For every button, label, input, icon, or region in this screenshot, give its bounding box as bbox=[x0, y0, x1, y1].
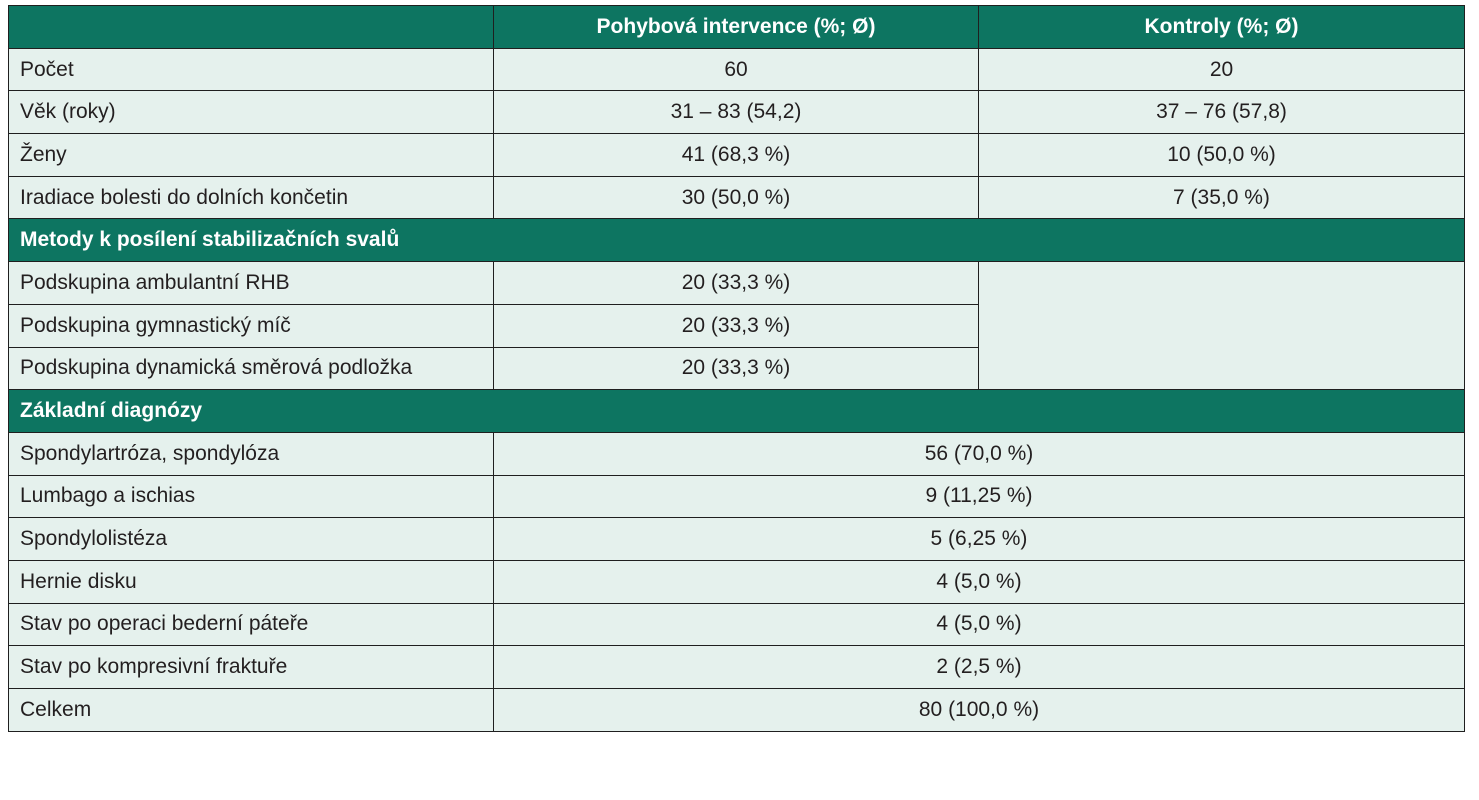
row-label: Hernie disku bbox=[8, 559, 494, 604]
table-row: Podskupina gymnastický míč 20 (33,3 %) bbox=[8, 303, 1465, 348]
control-empty-cell bbox=[978, 261, 1465, 391]
total-value: 80 (100,0 %) bbox=[493, 688, 1465, 732]
control-value: 10 (50,0 %) bbox=[978, 133, 1465, 177]
row-label: Počet bbox=[8, 47, 494, 92]
table-container: Pohybová intervence (%; Ø) Kontroly (%; … bbox=[8, 5, 1465, 732]
diagnosis-value: 4 (5,0 %) bbox=[493, 602, 1465, 647]
row-label: Věk (roky) bbox=[8, 90, 494, 135]
row-label: Lumbago a ischias bbox=[8, 474, 494, 519]
table-row-total: Celkem 80 (100,0 %) bbox=[8, 688, 1465, 732]
section-header-row: Metody k posílení stabilizačních svalů bbox=[8, 218, 1465, 263]
diagnosis-value: 4 (5,0 %) bbox=[493, 559, 1465, 604]
table-row: Ženy 41 (68,3 %) 10 (50,0 %) bbox=[8, 133, 1465, 177]
section-diagnoses-title: Základní diagnózy bbox=[8, 389, 1465, 433]
data-table: Pohybová intervence (%; Ø) Kontroly (%; … bbox=[8, 5, 1465, 732]
table-row: Věk (roky) 31 – 83 (54,2) 37 – 76 (57,8) bbox=[8, 90, 1465, 135]
table-row: Stav po kompresivní fraktuře 2 (2,5 %) bbox=[8, 645, 1465, 689]
row-label: Podskupina gymnastický míč bbox=[8, 303, 494, 348]
table-row: Iradiace bolesti do dolních končetin 30 … bbox=[8, 175, 1465, 220]
diagnosis-value: 5 (6,25 %) bbox=[493, 517, 1465, 561]
header-intervention: Pohybová intervence (%; Ø) bbox=[493, 5, 979, 49]
intervention-value: 31 – 83 (54,2) bbox=[493, 90, 979, 135]
row-label: Spondylartróza, spondylóza bbox=[8, 431, 494, 476]
row-label: Podskupina ambulantní RHB bbox=[8, 261, 494, 305]
row-label: Spondylolistéza bbox=[8, 517, 494, 561]
intervention-value: 41 (68,3 %) bbox=[493, 133, 979, 177]
header-control: Kontroly (%; Ø) bbox=[978, 5, 1465, 49]
control-value: 37 – 76 (57,8) bbox=[978, 90, 1465, 135]
intervention-value: 20 (33,3 %) bbox=[493, 346, 979, 391]
row-label: Podskupina dynamická směrová podložka bbox=[8, 346, 494, 391]
control-value: 20 bbox=[978, 47, 1465, 92]
intervention-value: 20 (33,3 %) bbox=[493, 261, 979, 305]
control-value: 7 (35,0 %) bbox=[978, 175, 1465, 220]
intervention-value: 60 bbox=[493, 47, 979, 92]
intervention-value: 30 (50,0 %) bbox=[493, 175, 979, 220]
table-row: Lumbago a ischias 9 (11,25 %) bbox=[8, 474, 1465, 519]
table-row: Počet 60 20 bbox=[8, 47, 1465, 92]
table-row: Spondylolistéza 5 (6,25 %) bbox=[8, 517, 1465, 561]
section-methods-title: Metody k posílení stabilizačních svalů bbox=[8, 218, 1465, 263]
table-row: Hernie disku 4 (5,0 %) bbox=[8, 559, 1465, 604]
table-row: Podskupina ambulantní RHB 20 (33,3 %) bbox=[8, 261, 1465, 391]
row-label: Celkem bbox=[8, 688, 494, 732]
table-header-row: Pohybová intervence (%; Ø) Kontroly (%; … bbox=[8, 5, 1465, 49]
row-label: Stav po operaci bederní páteře bbox=[8, 602, 494, 647]
table-row: Stav po operaci bederní páteře 4 (5,0 %) bbox=[8, 602, 1465, 647]
table-row: Podskupina dynamická směrová podložka 20… bbox=[8, 346, 1465, 391]
row-label: Ženy bbox=[8, 133, 494, 177]
table-row: Spondylartróza, spondylóza 56 (70,0 %) bbox=[8, 431, 1465, 476]
section-header-row: Základní diagnózy bbox=[8, 389, 1465, 433]
intervention-value: 20 (33,3 %) bbox=[493, 303, 979, 348]
row-label: Stav po kompresivní fraktuře bbox=[8, 645, 494, 689]
header-empty-cell bbox=[8, 5, 494, 49]
diagnosis-value: 9 (11,25 %) bbox=[493, 474, 1465, 519]
diagnosis-value: 2 (2,5 %) bbox=[493, 645, 1465, 689]
row-label: Iradiace bolesti do dolních končetin bbox=[8, 175, 494, 220]
diagnosis-value: 56 (70,0 %) bbox=[493, 431, 1465, 476]
